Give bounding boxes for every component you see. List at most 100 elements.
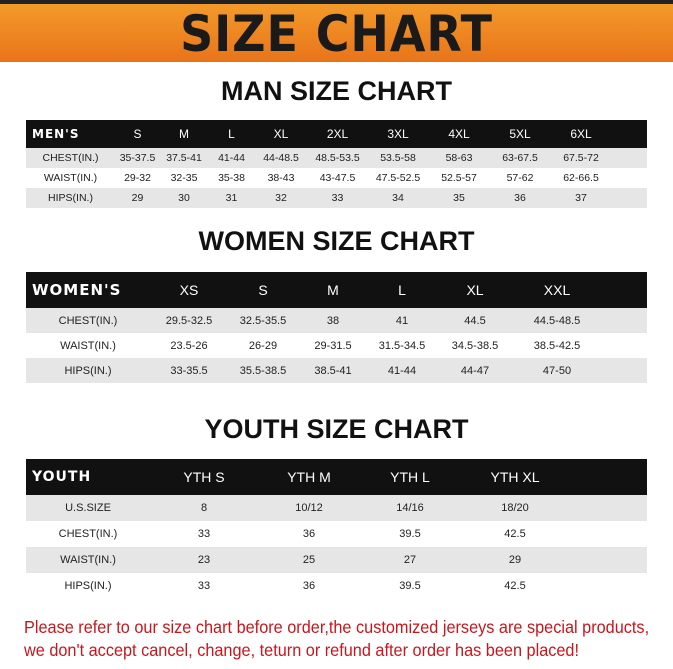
measurement-cell: 29-32 xyxy=(124,172,151,184)
measurement-cell: 27 xyxy=(360,547,460,573)
measurement-cell: 42.5 xyxy=(504,528,526,540)
measurement-cell: 10/12 xyxy=(258,495,360,521)
size-header: YTH S xyxy=(150,459,258,495)
measurement-cell: 36 xyxy=(302,528,316,540)
table-row: WAIST(IN.) 23 25 27 29 xyxy=(26,547,647,573)
measurement-cell: 14/16 xyxy=(360,495,460,521)
measurement-cell: 35-38 xyxy=(218,172,245,184)
notice-line-2: we don't accept cancel, change, teturn o… xyxy=(24,640,580,660)
measurement-cell: 37.5-41 xyxy=(160,148,208,168)
measurement-cell: 53.5-58 xyxy=(368,148,428,168)
size-header: XL xyxy=(255,120,307,148)
size-header: YTH XL xyxy=(460,459,570,495)
measurement-cell: 42.5 xyxy=(504,580,526,592)
empty-cell xyxy=(600,333,647,358)
measurement-cell: 26-29 xyxy=(248,339,278,352)
row-label: HIPS(IN.) xyxy=(26,188,115,208)
order-notice: Please refer to our size chart before or… xyxy=(24,616,650,662)
table-row: HIPS(IN.) 33-35.5 35.5-38.5 38.5-41 41-44 44-… xyxy=(26,358,647,383)
measurement-cell: 39.5 xyxy=(399,580,421,592)
row-label: WAIST(IN.) xyxy=(43,172,98,184)
row-label: WAIST(IN.) xyxy=(26,547,150,573)
measurement-cell: 43-47.5 xyxy=(319,172,356,184)
size-header: L xyxy=(208,120,255,148)
measurement-cell: 57-62 xyxy=(506,172,534,184)
row-label: CHEST(IN.) xyxy=(26,308,150,333)
empty-header xyxy=(570,459,647,495)
measurement-cell: 33-35.5 xyxy=(150,358,228,383)
measurement-cell: 44-47 xyxy=(436,358,514,383)
men-size-table: MEN'S S M L XL 2XL 3XL 4XL 5XL 6XL CHEST(IN.) 35-37… xyxy=(26,120,647,208)
size-header: 6XL xyxy=(550,120,612,148)
youth-section-title: YOUTH SIZE CHART xyxy=(204,414,469,444)
size-header: L xyxy=(368,272,436,308)
measurement-cell: 35 xyxy=(428,188,490,208)
measurement-cell: 30 xyxy=(160,188,208,208)
measurement-cell: 44.5-48.5 xyxy=(514,308,600,333)
men-section-title: MAN SIZE CHART xyxy=(221,76,452,106)
size-header: M xyxy=(298,272,368,308)
size-header: YTH M xyxy=(258,459,360,495)
row-label: WAIST(IN.) xyxy=(60,339,116,352)
measurement-cell: 23.5-26 xyxy=(170,339,208,352)
empty-cell xyxy=(612,168,647,188)
empty-cell xyxy=(570,521,647,547)
empty-cell xyxy=(570,547,647,573)
size-header: XXL xyxy=(514,272,600,308)
title-banner: SIZE CHART xyxy=(0,0,673,62)
page-title: SIZE CHART xyxy=(180,5,493,63)
table-header-label: MEN'S xyxy=(26,120,115,148)
size-header: S xyxy=(228,272,298,308)
youth-size-table: YOUTH YTH S YTH M YTH L YTH XL U.S.SIZE 8 10/12… xyxy=(26,459,647,599)
women-size-table: WOMEN'S XS S M L XL XXL CHEST(IN.) 29.5-32.5 32.5… xyxy=(26,272,647,383)
empty-cell xyxy=(570,573,647,599)
table-row: CHEST(IN.) 33 36 39.5 42.5 xyxy=(26,521,647,547)
measurement-cell: 36 xyxy=(490,188,550,208)
header-row: WOMEN'S XS S M L XL XXL xyxy=(26,272,647,308)
measurement-cell: 33 xyxy=(197,528,211,540)
measurement-cell: 23 xyxy=(150,547,258,573)
row-label: CHEST(IN.) xyxy=(58,528,118,540)
measurement-cell: 35.5-38.5 xyxy=(228,358,298,383)
table-header-label: WOMEN'S xyxy=(26,272,150,308)
table-header-label: YOUTH xyxy=(26,459,150,495)
size-header: XS xyxy=(150,272,228,308)
measurement-cell: 44.5 xyxy=(436,308,514,333)
measurement-cell: 38.5-42.5 xyxy=(533,339,581,352)
measurement-cell: 41-44 xyxy=(208,148,255,168)
measurement-cell: 39.5 xyxy=(399,528,421,540)
measurement-cell: 8 xyxy=(150,495,258,521)
table-row: WAIST(IN.) 23.5-26 26-29 29-31.5 31.5-34.5 34… xyxy=(26,333,647,358)
size-header: S xyxy=(115,120,160,148)
measurement-cell: 41 xyxy=(368,308,436,333)
measurement-cell: 34 xyxy=(368,188,428,208)
size-header: 4XL xyxy=(428,120,490,148)
notice-line-1: Please refer to our size chart before or… xyxy=(24,617,650,637)
measurement-cell: 29-31.5 xyxy=(314,339,352,352)
measurement-cell: 29 xyxy=(460,547,570,573)
row-label: HIPS(IN.) xyxy=(64,580,112,592)
measurement-cell: 33 xyxy=(307,188,368,208)
measurement-cell: 29.5-32.5 xyxy=(150,308,228,333)
measurement-cell: 29 xyxy=(115,188,160,208)
measurement-cell: 52.5-57 xyxy=(441,172,477,184)
header-row: YOUTH YTH S YTH M YTH L YTH XL xyxy=(26,459,647,495)
measurement-cell: 18/20 xyxy=(460,495,570,521)
measurement-cell: 36 xyxy=(302,580,316,592)
measurement-cell: 31.5-34.5 xyxy=(378,339,426,352)
measurement-cell: 44-48.5 xyxy=(255,148,307,168)
measurement-cell: 25 xyxy=(258,547,360,573)
measurement-cell: 35-37.5 xyxy=(115,148,160,168)
empty-cell xyxy=(600,358,647,383)
measurement-cell: 37 xyxy=(550,188,612,208)
measurement-cell: 41-44 xyxy=(368,358,436,383)
size-header: 3XL xyxy=(368,120,428,148)
table-row: HIPS(IN.) 33 36 39.5 42.5 xyxy=(26,573,647,599)
size-header: M xyxy=(160,120,208,148)
empty-cell xyxy=(612,188,647,208)
size-header: 2XL xyxy=(307,120,368,148)
women-section-title: WOMEN SIZE CHART xyxy=(198,226,475,256)
measurement-cell: 63-67.5 xyxy=(490,148,550,168)
measurement-cell: 67.5-72 xyxy=(550,148,612,168)
table-row: U.S.SIZE 8 10/12 14/16 18/20 xyxy=(26,495,647,521)
